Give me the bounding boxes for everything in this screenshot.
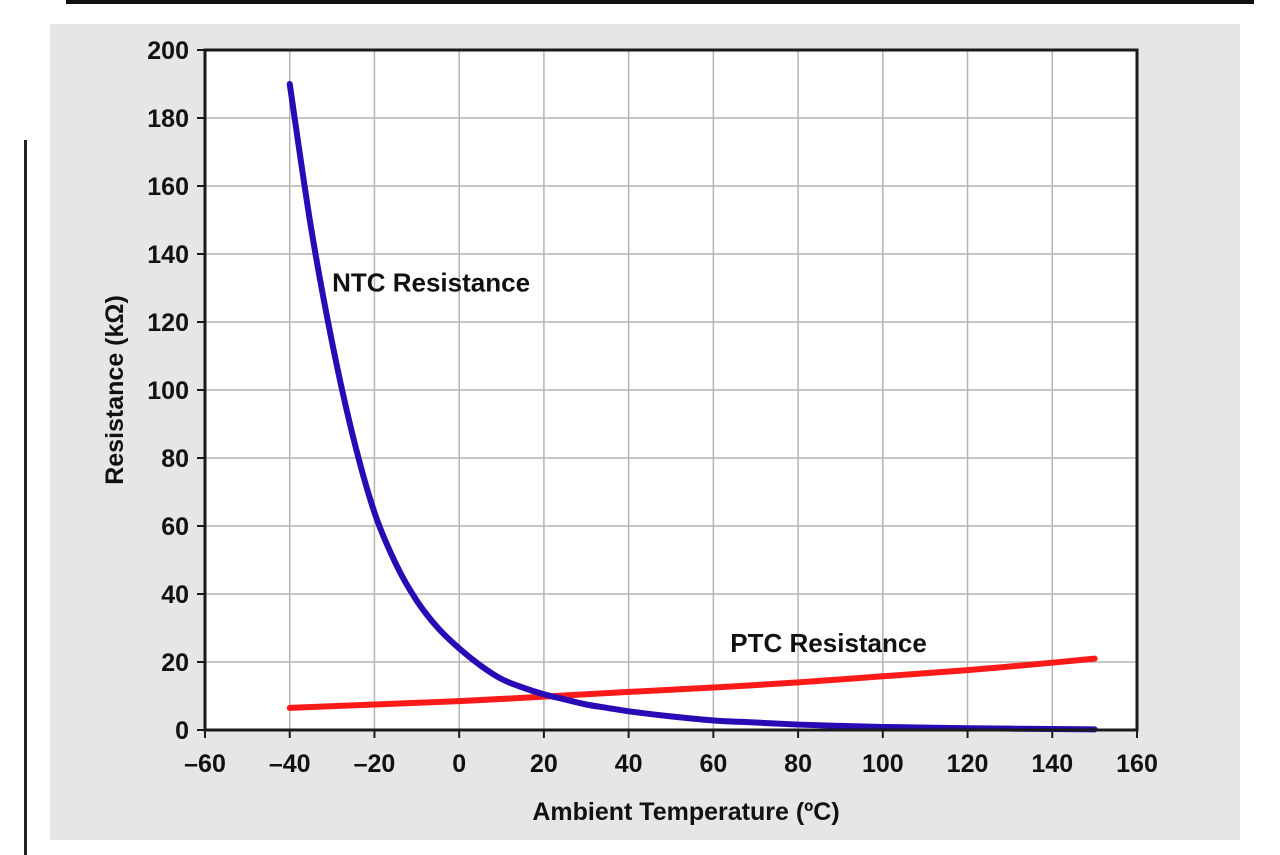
- y-axis-title: Resistance (kΩ): [101, 295, 129, 485]
- y-tick-label: 140: [147, 241, 189, 269]
- ptc-resistance-label: PTC Resistance: [730, 628, 927, 658]
- resistance-vs-temperature-chart: –60 –40 –20 0 20 40 60 80 100 120 140 160 0 20 40 60 80…: [101, 37, 1158, 826]
- x-tick-label: 20: [530, 750, 558, 778]
- x-tick-label: 120: [947, 750, 989, 778]
- y-tick-label: 200: [147, 37, 189, 65]
- annotations: NTC Resistance PTC Resistance: [332, 267, 927, 657]
- ntc-resistance-label: NTC Resistance: [332, 267, 530, 297]
- y-tick-label: 60: [161, 513, 189, 541]
- x-tick-label: –60: [184, 750, 226, 778]
- x-tick-label: 160: [1116, 750, 1158, 778]
- x-tick-label: 0: [452, 750, 466, 778]
- y-tick-label: 20: [161, 649, 189, 677]
- x-tick-labels: –60 –40 –20 0 20 40 60 80 100 120 140 160: [184, 750, 1158, 778]
- x-tick-label: 100: [862, 750, 904, 778]
- y-tick-label: 80: [161, 445, 189, 473]
- ptc-resistance-line: [286, 655, 1098, 711]
- x-axis-title: Ambient Temperature (ºC): [532, 798, 839, 826]
- y-tick-label: 100: [147, 377, 189, 405]
- chart-panel: –60 –40 –20 0 20 40 60 80 100 120 140 160 0 20 40 60 80…: [50, 24, 1240, 840]
- left-border-line: [24, 140, 27, 855]
- y-tick-labels: 0 20 40 60 80 100 120 140 160 180 200: [147, 37, 189, 745]
- y-tick-label: 180: [147, 105, 189, 133]
- x-tick-label: 80: [784, 750, 812, 778]
- x-tick-label: 140: [1031, 750, 1073, 778]
- x-tick-label: –20: [354, 750, 396, 778]
- y-tick-label: 160: [147, 173, 189, 201]
- grid-lines: [204, 49, 1138, 731]
- tick-marks: [197, 49, 1138, 738]
- x-tick-label: 60: [699, 750, 727, 778]
- x-tick-label: –40: [269, 750, 311, 778]
- top-border-line: [66, 0, 1254, 4]
- y-tick-label: 40: [161, 581, 189, 609]
- ntc-resistance-line: [286, 81, 1098, 733]
- series-lines: [286, 81, 1098, 733]
- y-tick-label: 0: [175, 717, 189, 745]
- y-tick-label: 120: [147, 309, 189, 337]
- x-tick-label: 40: [615, 750, 643, 778]
